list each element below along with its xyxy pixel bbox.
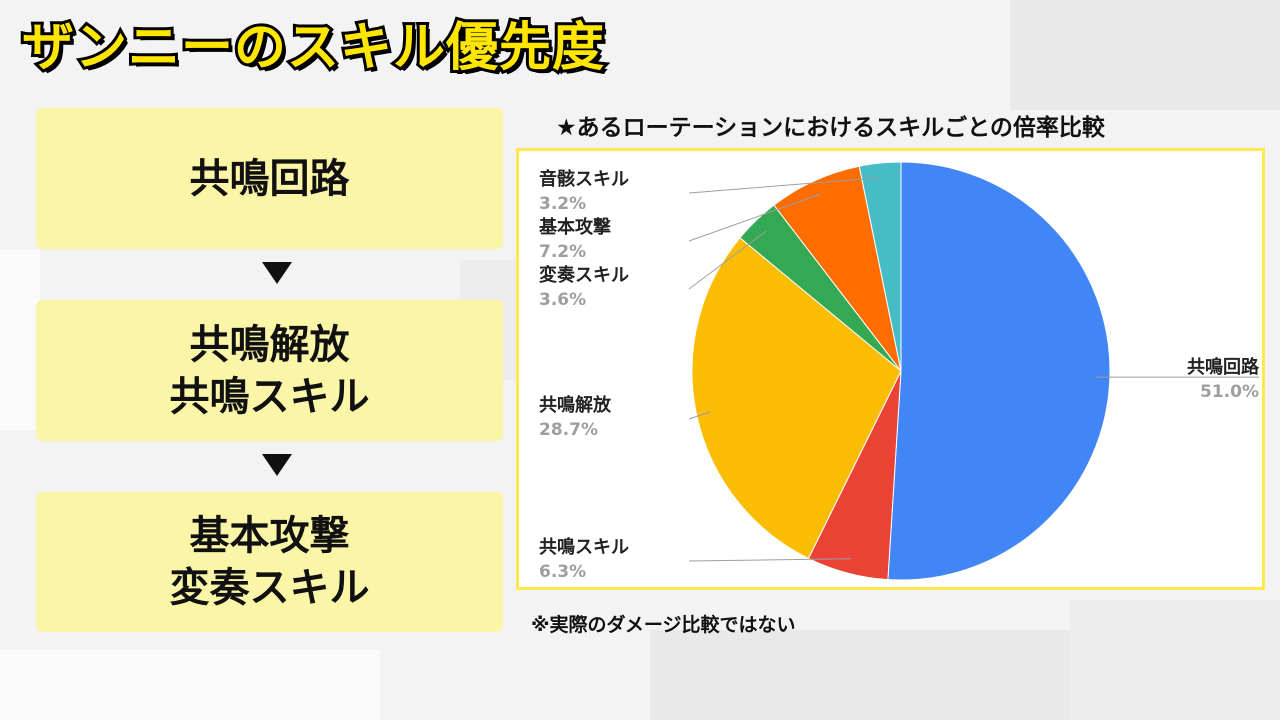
down-arrow-icon <box>262 262 292 284</box>
flow-step-3-line-2: 変奏スキル <box>169 565 370 611</box>
slice-value-label: 51.0% <box>1200 382 1259 402</box>
slice-value-label: 6.3% <box>539 562 586 582</box>
flow-step-2-line-2: 共鳴スキル <box>169 373 370 420</box>
slice-label: 共鳴スキル <box>539 536 629 558</box>
slice-label: 共鳴解放 <box>539 394 612 416</box>
flow-step-2: 共鳴解放 共鳴スキル <box>36 300 503 441</box>
pie-slice <box>887 161 1111 581</box>
slice-label: 音骸スキル <box>539 168 629 190</box>
slice-label: 基本攻撃 <box>538 216 611 238</box>
flow-step-2-line-1: 共鳴解放 <box>189 321 350 368</box>
down-arrow-icon <box>262 454 292 476</box>
slice-value-label: 28.7% <box>539 420 598 440</box>
slice-label: 変奏スキル <box>539 264 629 286</box>
flow-step-3: 基本攻撃 変奏スキル <box>36 492 503 632</box>
flow-step-3-line-1: 基本攻撃 <box>189 513 350 559</box>
background-block <box>1070 600 1280 720</box>
leader-line <box>688 558 851 562</box>
background-block <box>0 250 40 430</box>
slice-label: 共鳴回路 <box>1187 356 1260 378</box>
background-block <box>1010 0 1280 110</box>
flow-step-1-line-1: 共鳴回路 <box>189 155 350 202</box>
pie-slice <box>691 237 902 560</box>
page-title: ザンニーのスキル優先度 <box>19 18 607 78</box>
chart-title: ★あるローテーションにおけるスキルごとの倍率比較 <box>556 115 1105 141</box>
background-block <box>650 630 1070 720</box>
leader-line <box>688 193 821 242</box>
leader-line <box>688 177 882 194</box>
background-block <box>0 650 380 720</box>
pie-chart: 共鳴回路 51.0% 共鳴スキル 6.3% 共鳴解放 28.7% 変奏スキル 3.6% 基本攻撃… <box>538 161 1260 582</box>
flow-step-1: 共鳴回路 <box>36 108 503 249</box>
slice-value-label: 3.2% <box>539 194 586 214</box>
leader-line <box>688 230 767 290</box>
slice-value-label: 3.6% <box>539 290 586 310</box>
footnote: ※実際のダメージ比較ではない <box>531 614 796 636</box>
slice-value-label: 7.2% <box>539 242 586 262</box>
pie-slice <box>858 161 902 372</box>
leader-line <box>688 411 712 420</box>
chart-frame: 共鳴回路 51.0% 共鳴スキル 6.3% 共鳴解放 28.7% 変奏スキル 3.6% 基本攻撃… <box>516 148 1265 590</box>
